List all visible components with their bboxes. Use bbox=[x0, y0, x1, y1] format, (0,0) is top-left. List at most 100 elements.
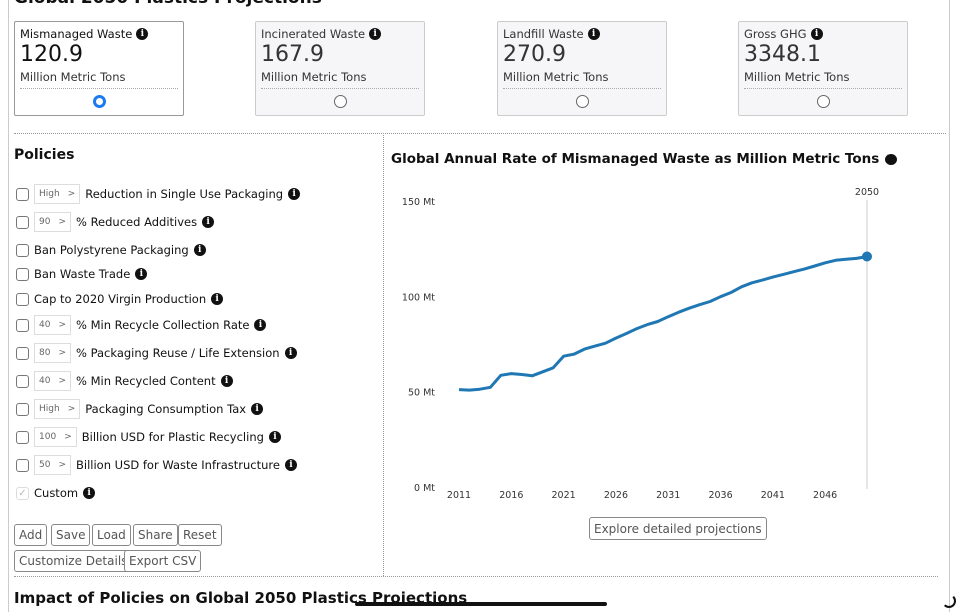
policy-checkbox[interactable] bbox=[16, 292, 29, 306]
policy-level-value: 80 bbox=[39, 348, 51, 358]
policy-label: Packaging Consumption Tax bbox=[85, 402, 247, 416]
info-icon[interactable]: i bbox=[211, 293, 224, 305]
policy-level-value: 40 bbox=[39, 376, 51, 386]
policy-label: % Packaging Reuse / Life Extension bbox=[76, 346, 280, 360]
chevron-right-icon: > bbox=[58, 217, 66, 227]
info-icon[interactable]: i bbox=[288, 188, 301, 200]
policy-checkbox[interactable] bbox=[16, 346, 29, 360]
policy-label: % Min Recycled Content bbox=[76, 374, 216, 388]
chevron-right-icon: > bbox=[67, 189, 76, 199]
info-icon[interactable]: i bbox=[369, 28, 382, 40]
info-icon[interactable]: i bbox=[202, 216, 215, 228]
policy-level-select[interactable]: High > bbox=[34, 184, 81, 204]
policy-checkbox[interactable] bbox=[16, 458, 29, 472]
info-icon[interactable]: i bbox=[220, 375, 233, 387]
policy-level-value: 40 bbox=[39, 320, 51, 330]
policy-level-select[interactable]: 40 > bbox=[34, 315, 71, 335]
customize-details-button[interactable]: Customize Details bbox=[14, 550, 133, 572]
add-button[interactable]: Add bbox=[14, 524, 48, 546]
metric-radio[interactable] bbox=[92, 95, 106, 108]
metric-label: Gross GHG i bbox=[744, 27, 902, 41]
metric-card[interactable]: Landfill Waste i 270.9 Million Metric Ton… bbox=[497, 21, 667, 116]
policy-label: Reduction in Single Use Packaging bbox=[85, 187, 284, 201]
policy-level-value: High bbox=[39, 404, 60, 414]
policy-checkbox[interactable] bbox=[16, 402, 29, 416]
info-icon[interactable]: i bbox=[587, 28, 600, 40]
policy-level-select[interactable]: 80 > bbox=[34, 343, 71, 363]
policy-label: % Min Recycle Collection Rate bbox=[76, 318, 250, 332]
policy-level-select[interactable]: 50 > bbox=[34, 455, 71, 475]
info-icon[interactable]: i bbox=[268, 431, 281, 443]
policy-checkbox[interactable] bbox=[16, 243, 29, 257]
info-icon[interactable]: i bbox=[810, 28, 823, 40]
policy-checkbox[interactable] bbox=[16, 374, 29, 388]
x-tick-label: 2021 bbox=[552, 490, 576, 501]
series-line bbox=[458, 255, 868, 392]
metric-radio[interactable] bbox=[816, 95, 830, 108]
reset-button[interactable]: Reset bbox=[178, 524, 222, 546]
x-tick-label: 2041 bbox=[761, 490, 785, 501]
policy-checkbox[interactable] bbox=[16, 267, 29, 281]
policy-level-select[interactable]: 90 > bbox=[34, 212, 71, 232]
policy-checkbox[interactable] bbox=[16, 318, 29, 332]
divider bbox=[383, 133, 384, 576]
info-icon[interactable]: i bbox=[135, 268, 148, 280]
policy-label: Cap to 2020 Virgin Production bbox=[34, 292, 207, 306]
policy-label: Ban Polystyrene Packaging bbox=[34, 243, 189, 257]
export-csv-button[interactable]: Export CSV bbox=[124, 550, 202, 572]
policy-row: 100 > Billion USD for Plastic Recycling i bbox=[16, 427, 281, 447]
x-tick-label: 2046 bbox=[813, 490, 837, 501]
metric-value: 167.9 bbox=[261, 42, 324, 67]
policy-level-select[interactable]: 100 > bbox=[34, 427, 77, 447]
x-tick-label: 2026 bbox=[604, 490, 628, 501]
home-indicator[interactable] bbox=[355, 602, 607, 606]
policy-level-value: High bbox=[39, 189, 60, 199]
impact-section-title: Impact of Policies on Global 2050 Plasti… bbox=[14, 589, 468, 607]
x-tick-label: 2031 bbox=[656, 490, 680, 501]
policy-checkbox[interactable] bbox=[16, 430, 29, 444]
info-icon[interactable]: i bbox=[193, 244, 206, 256]
policy-level-select[interactable]: 40 > bbox=[34, 371, 71, 391]
policy-checkbox[interactable]: ✓ bbox=[16, 486, 29, 500]
chevron-right-icon: > bbox=[58, 460, 66, 470]
load-button[interactable]: Load bbox=[92, 524, 131, 546]
highlight-point[interactable] bbox=[862, 251, 872, 262]
y-tick-label: 100 Mt bbox=[402, 292, 435, 303]
metric-unit: Million Metric Tons bbox=[744, 70, 902, 89]
policy-checkbox[interactable] bbox=[16, 215, 29, 229]
info-icon[interactable]: i bbox=[284, 347, 297, 359]
metric-label: Mismanaged Waste i bbox=[20, 27, 178, 41]
comment-icon[interactable] bbox=[885, 153, 898, 165]
info-icon[interactable]: i bbox=[284, 459, 297, 471]
info-icon[interactable]: i bbox=[136, 28, 149, 40]
policy-row: 80 > % Packaging Reuse / Life Extension i bbox=[16, 343, 297, 363]
info-icon[interactable]: i bbox=[251, 403, 264, 415]
policy-row: 40 > % Min Recycled Content i bbox=[16, 371, 233, 391]
policy-row: High > Reduction in Single Use Packaging i bbox=[16, 184, 301, 204]
explore-projections-button[interactable]: Explore detailed projections bbox=[589, 517, 767, 540]
chevron-right-icon: > bbox=[58, 348, 66, 358]
policy-level-select[interactable]: High > bbox=[34, 399, 81, 419]
info-icon[interactable]: i bbox=[83, 487, 96, 499]
policy-level-value: 100 bbox=[39, 432, 57, 442]
info-icon[interactable]: i bbox=[254, 319, 267, 331]
chart-title: Global Annual Rate of Mismanaged Waste a… bbox=[391, 151, 898, 167]
policies-title: Policies bbox=[14, 147, 75, 163]
metric-card[interactable]: Gross GHG i 3348.1 Million Metric Tons bbox=[738, 21, 908, 116]
policy-checkbox[interactable] bbox=[16, 187, 29, 201]
metric-card[interactable]: Mismanaged Waste i 120.9 Million Metric T… bbox=[14, 21, 184, 116]
metric-card[interactable]: Incinerated Waste i 167.9 Million Metric … bbox=[255, 21, 425, 116]
y-tick-label: 0 Mt bbox=[414, 483, 435, 494]
metric-radio[interactable] bbox=[575, 95, 589, 108]
policy-row: High > Packaging Consumption Tax i bbox=[16, 399, 264, 419]
y-tick-label: 150 Mt bbox=[402, 197, 435, 208]
divider bbox=[14, 576, 938, 577]
save-button[interactable]: Save bbox=[51, 524, 91, 546]
chevron-right-icon: > bbox=[64, 432, 72, 442]
share-button[interactable]: Share bbox=[133, 524, 178, 546]
metric-label-text: Landfill Waste bbox=[503, 27, 584, 41]
metric-value: 120.9 bbox=[20, 42, 83, 67]
metric-radio[interactable] bbox=[333, 95, 347, 108]
frame-left-border bbox=[8, 0, 9, 612]
